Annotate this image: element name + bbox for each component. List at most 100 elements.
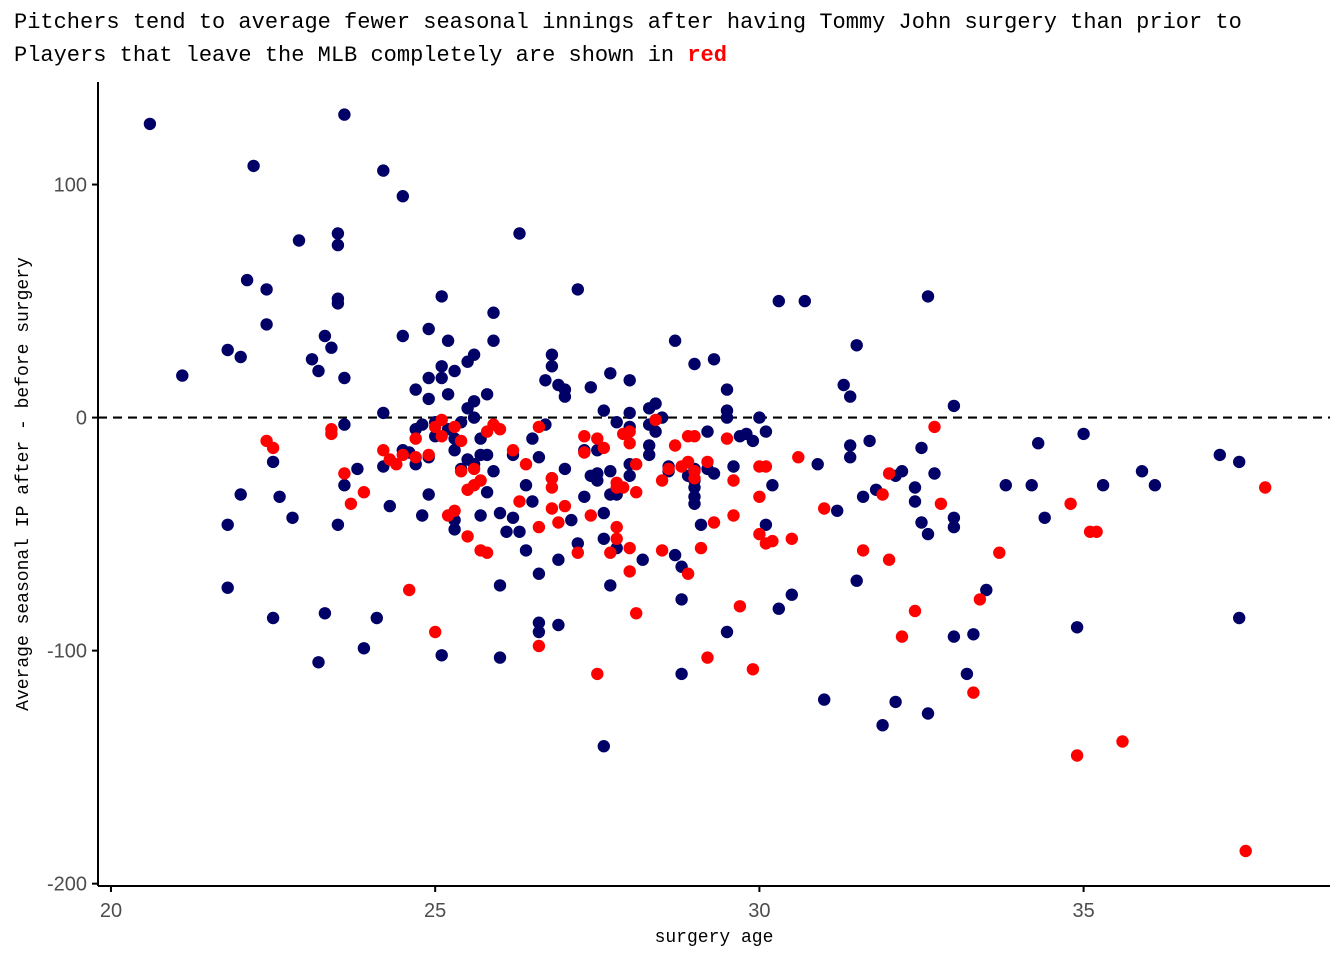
point-remained bbox=[798, 294, 811, 308]
x-tick-label: 20 bbox=[100, 900, 122, 922]
point-remained bbox=[292, 234, 306, 247]
point-left-mlb bbox=[688, 472, 701, 485]
point-remained bbox=[493, 651, 507, 664]
x-tick-label: 35 bbox=[1072, 900, 1094, 922]
point-left-mlb bbox=[617, 481, 630, 494]
point-remained bbox=[759, 518, 773, 531]
point-remained bbox=[720, 383, 734, 396]
title-line-1: Pitchers tend to average fewer seasonal … bbox=[14, 10, 1242, 35]
point-remained bbox=[908, 481, 922, 494]
point-left-mlb bbox=[928, 420, 941, 434]
point-left-mlb bbox=[727, 509, 740, 522]
point-remained bbox=[565, 513, 578, 527]
point-remained bbox=[908, 495, 922, 508]
point-left-mlb bbox=[429, 625, 442, 639]
point-remained bbox=[532, 625, 546, 639]
point-remained bbox=[928, 467, 941, 480]
point-left-mlb bbox=[1239, 844, 1252, 858]
point-left-mlb bbox=[876, 488, 889, 501]
point-remained bbox=[331, 518, 345, 531]
x-tick-label: 25 bbox=[424, 900, 446, 922]
point-remained bbox=[532, 616, 546, 629]
point-left-mlb bbox=[474, 474, 487, 487]
x-axis-title: surgery age bbox=[655, 928, 774, 948]
point-remained bbox=[441, 334, 455, 347]
point-left-mlb bbox=[720, 432, 734, 445]
point-remained bbox=[623, 469, 636, 482]
point-left-mlb bbox=[753, 490, 766, 503]
point-remained bbox=[1070, 621, 1084, 634]
point-left-mlb bbox=[623, 541, 636, 555]
point-remained bbox=[610, 416, 623, 429]
point-left-mlb bbox=[390, 458, 403, 471]
point-remained bbox=[221, 343, 234, 357]
point-remained bbox=[921, 707, 935, 720]
point-remained bbox=[351, 462, 364, 476]
point-left-mlb bbox=[545, 502, 559, 515]
point-left-mlb bbox=[338, 467, 351, 480]
point-remained bbox=[1233, 455, 1246, 469]
point-remained bbox=[435, 360, 448, 373]
point-remained bbox=[1233, 611, 1246, 625]
point-remained bbox=[688, 490, 701, 503]
point-remained bbox=[221, 581, 234, 594]
point-remained bbox=[844, 451, 857, 464]
point-left-mlb bbox=[454, 434, 468, 448]
point-remained bbox=[844, 390, 857, 403]
point-left-mlb bbox=[448, 504, 461, 517]
point-remained bbox=[604, 367, 617, 380]
point-left-mlb bbox=[630, 486, 643, 499]
y-tick-label: -200 bbox=[47, 874, 87, 896]
point-left-mlb bbox=[493, 423, 507, 436]
point-remained bbox=[623, 374, 636, 387]
point-remained bbox=[1148, 479, 1162, 492]
point-remained bbox=[850, 339, 863, 352]
point-left-mlb bbox=[409, 432, 422, 445]
point-remained bbox=[474, 509, 487, 522]
point-left-mlb bbox=[597, 441, 610, 455]
point-remained bbox=[305, 353, 319, 366]
point-left-mlb bbox=[662, 462, 675, 476]
point-left-mlb bbox=[377, 444, 390, 457]
point-left-mlb bbox=[532, 639, 546, 653]
point-left-mlb bbox=[578, 430, 591, 443]
point-remained bbox=[947, 520, 961, 534]
point-remained bbox=[545, 360, 559, 373]
point-remained bbox=[1213, 448, 1227, 462]
point-remained bbox=[312, 364, 325, 378]
point-remained bbox=[312, 656, 325, 669]
point-left-mlb bbox=[435, 430, 448, 443]
point-remained bbox=[1096, 479, 1110, 492]
point-remained bbox=[831, 504, 844, 517]
point-remained bbox=[435, 290, 448, 303]
point-left-mlb bbox=[584, 509, 597, 522]
point-left-mlb bbox=[506, 444, 520, 457]
point-left-mlb bbox=[973, 593, 987, 606]
point-left-mlb bbox=[623, 565, 636, 578]
point-left-mlb bbox=[266, 441, 280, 455]
point-left-mlb bbox=[766, 534, 779, 548]
point-left-mlb bbox=[1064, 497, 1077, 510]
point-remained bbox=[915, 516, 928, 529]
point-remained bbox=[500, 525, 513, 538]
point-remained bbox=[558, 390, 572, 403]
point-remained bbox=[480, 486, 494, 499]
point-remained bbox=[487, 306, 500, 319]
point-remained bbox=[649, 397, 662, 410]
point-left-mlb bbox=[908, 604, 922, 618]
point-remained bbox=[234, 350, 247, 364]
point-remained bbox=[357, 642, 371, 655]
point-remained bbox=[947, 511, 961, 524]
point-remained bbox=[818, 693, 831, 706]
point-left-mlb bbox=[934, 497, 948, 510]
point-remained bbox=[325, 341, 338, 354]
point-left-mlb bbox=[357, 486, 371, 499]
point-remained bbox=[707, 467, 721, 480]
point-remained bbox=[338, 371, 351, 385]
point-remained bbox=[266, 611, 280, 625]
point-remained bbox=[876, 719, 889, 732]
point-left-mlb bbox=[1259, 481, 1272, 494]
point-left-mlb bbox=[668, 439, 682, 452]
point-remained bbox=[377, 164, 390, 177]
point-left-mlb bbox=[325, 427, 338, 441]
